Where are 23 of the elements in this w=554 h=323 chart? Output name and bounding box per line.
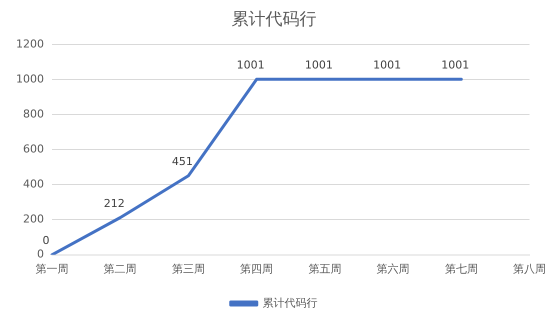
- y-tick-label: 0: [36, 248, 44, 261]
- legend-label: 累计代码行: [262, 296, 318, 310]
- x-tick-label: 第八周: [513, 262, 546, 276]
- x-tick-label: 第三周: [172, 262, 205, 276]
- x-tick-label: 第六周: [376, 262, 410, 276]
- x-tick-label: 第七周: [444, 262, 478, 276]
- data-label: 451: [172, 155, 193, 168]
- x-tick-label: 第五周: [308, 262, 342, 276]
- chart-title: 累计代码行: [232, 10, 316, 30]
- y-tick-label: 200: [22, 212, 44, 226]
- y-tick-label: 800: [22, 107, 44, 120]
- x-tick-label: 第一周: [35, 262, 68, 276]
- data-label: 1001: [304, 58, 333, 72]
- y-tick-label: 1200: [16, 37, 44, 50]
- data-label: 1001: [441, 58, 470, 72]
- data-label: 212: [104, 196, 125, 210]
- x-tick-label: 第四周: [240, 262, 274, 276]
- data-label: 1001: [373, 58, 402, 72]
- y-tick-label: 400: [22, 178, 44, 191]
- data-label: 1001: [236, 58, 265, 72]
- y-tick-label: 600: [22, 142, 44, 156]
- x-tick-label: 第二周: [104, 262, 137, 276]
- y-tick-label: 1000: [16, 72, 44, 86]
